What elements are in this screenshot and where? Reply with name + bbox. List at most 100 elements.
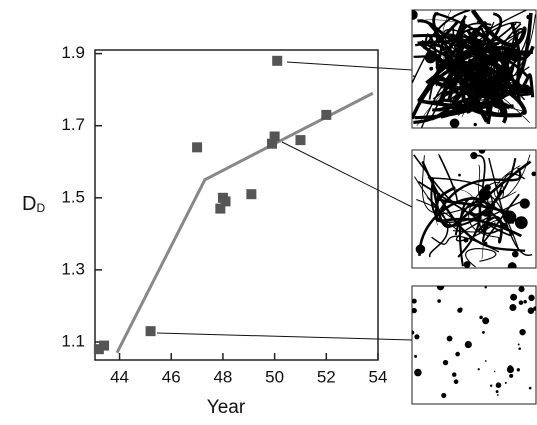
y-tick-label: 1.9 [61, 43, 85, 62]
blot [482, 317, 490, 325]
stroke [499, 73, 535, 98]
blot [429, 66, 434, 71]
blot [513, 83, 524, 95]
blot [528, 386, 532, 390]
blot [414, 368, 422, 377]
data-point [145, 326, 156, 337]
blot [526, 89, 531, 94]
connector [281, 141, 413, 208]
connector [286, 61, 413, 71]
blot [510, 293, 518, 301]
blot [446, 335, 453, 342]
blot [484, 360, 487, 362]
x-tick-label: 54 [369, 367, 388, 386]
blot [495, 390, 499, 394]
stroke [421, 155, 478, 215]
blot [478, 188, 491, 201]
x-tick-label: 50 [265, 367, 284, 386]
stroke [474, 21, 499, 92]
blot [516, 72, 519, 75]
blot [504, 381, 507, 384]
thumbnail-frame [411, 285, 537, 405]
blot [458, 307, 463, 312]
thumbnail-pattern [412, 286, 536, 399]
blot [415, 244, 426, 255]
blot [455, 351, 460, 357]
y-label-main: D [22, 193, 36, 215]
stroke [426, 196, 449, 258]
stroke [482, 45, 535, 78]
blot [470, 152, 478, 160]
data-point [272, 55, 283, 66]
x-tick-label: 46 [162, 367, 181, 386]
stroke [469, 12, 503, 92]
blot [464, 340, 472, 349]
blot [523, 300, 527, 304]
blot [483, 241, 488, 246]
blot [484, 286, 487, 289]
thumbnail-pattern [412, 10, 536, 128]
blot [502, 210, 517, 224]
data-point [192, 142, 203, 153]
y-tick-label: 1.3 [61, 259, 85, 278]
blot [477, 368, 480, 371]
blot [474, 82, 478, 86]
blot [476, 20, 479, 23]
plot-frame [94, 49, 379, 361]
blot [449, 118, 460, 128]
blot [509, 373, 514, 378]
blot [489, 384, 493, 387]
blot [519, 198, 530, 209]
blot [412, 10, 418, 20]
blot [531, 171, 536, 177]
data-point [215, 203, 226, 214]
blot [442, 359, 449, 366]
blot [518, 300, 524, 305]
stroke [413, 153, 458, 204]
blot [457, 60, 463, 66]
data-point [93, 344, 104, 355]
x-tick-label: 44 [110, 367, 129, 386]
y-axis-label: DD [22, 193, 45, 215]
blot [463, 237, 469, 243]
blot [435, 12, 439, 16]
blot [441, 392, 447, 399]
blot [436, 286, 445, 291]
blot [506, 366, 515, 374]
y-tick-label: 1.5 [61, 187, 85, 206]
blot [414, 354, 418, 358]
blot [421, 20, 424, 23]
blot [437, 299, 441, 303]
thumbnails [411, 9, 537, 405]
blot [516, 368, 520, 372]
stroke [448, 92, 492, 114]
stroke [494, 154, 531, 199]
blot [511, 250, 519, 258]
blot [517, 343, 520, 346]
y-tick-label: 1.1 [61, 331, 85, 350]
blot [478, 150, 486, 154]
blot [412, 298, 417, 304]
blot [507, 262, 517, 268]
data-point [321, 109, 332, 120]
blot [458, 173, 461, 177]
stroke [430, 160, 532, 229]
blot [501, 70, 514, 82]
blot [500, 104, 507, 112]
stroke [450, 71, 494, 112]
stroke [438, 186, 512, 215]
blot [495, 382, 502, 388]
blot [509, 303, 517, 312]
blot [482, 330, 485, 334]
connector [156, 332, 413, 341]
stroke [465, 248, 497, 268]
blot [481, 87, 486, 92]
blot [509, 49, 522, 62]
x-tick-label: 48 [213, 367, 232, 386]
data-point [267, 138, 278, 149]
blot [441, 206, 446, 211]
thumbnail-pattern [413, 150, 536, 268]
stroke [494, 31, 524, 87]
stroke [413, 64, 472, 124]
